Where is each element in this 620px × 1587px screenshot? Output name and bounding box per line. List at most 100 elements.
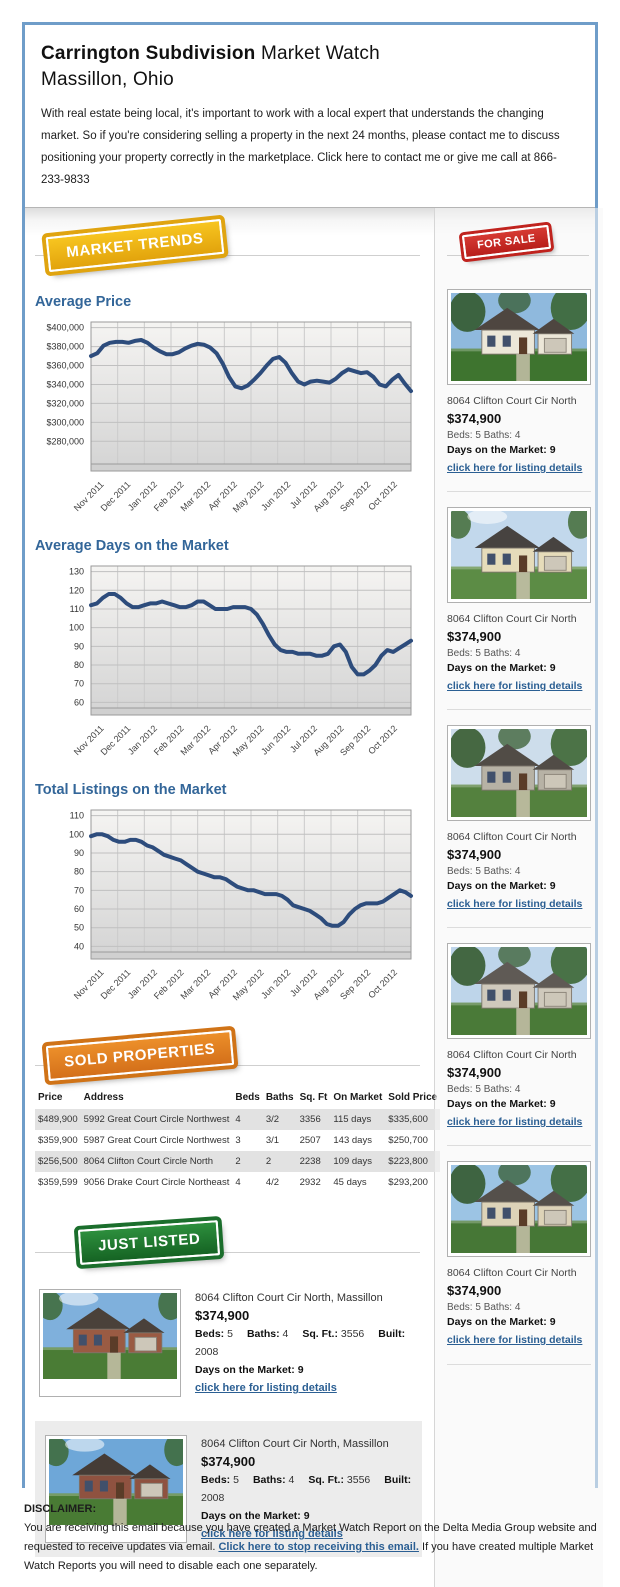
sold-properties-badge: SOLD PROPERTIES	[45, 1029, 234, 1082]
svg-text:$320,000: $320,000	[46, 398, 84, 408]
house-photo-illustration	[449, 285, 591, 381]
listing-photo[interactable]	[37, 1287, 184, 1397]
table-cell: 143 days	[333, 1135, 372, 1146]
svg-text:$280,000: $280,000	[46, 436, 84, 446]
table-cell: 2238	[299, 1156, 321, 1167]
house-photo-illustration	[445, 505, 594, 599]
listing-beds-baths: Beds: 5 Baths: 4	[447, 430, 521, 441]
svg-text:60: 60	[74, 904, 84, 914]
listing-days-on-market: Days on the Market: 9	[447, 1098, 556, 1110]
total-listings-chart: 40 50 60 70 80 90 100 110 Nov 2011 Dec 2011 Jan 20…	[35, 804, 422, 1006]
listing-address: 8064 Clifton Court Cir North	[447, 1049, 577, 1061]
svg-text:$400,000: $400,000	[46, 323, 84, 333]
just-listed-badge: JUST LISTED	[77, 1220, 221, 1265]
listing-details-link[interactable]: click here for listing details	[447, 680, 583, 692]
report-type: Market Watch	[260, 43, 380, 64]
listing-days-on-market: Days on the Market: 9	[447, 1316, 556, 1328]
table-cell: 4	[235, 1177, 241, 1188]
svg-text:Jun 2012: Jun 2012	[259, 967, 292, 1000]
table-cell: $359,900	[38, 1135, 78, 1146]
table-cell: 3	[235, 1135, 241, 1146]
svg-text:80: 80	[74, 660, 84, 670]
for-sale-listing: 8064 Clifton Court Cir North $374,900 Be…	[447, 285, 591, 476]
unsubscribe-link[interactable]: Click here to stop receiving this email.	[218, 1541, 419, 1553]
table-row: $489,900 5992 Great Court Circle Northwes…	[35, 1109, 441, 1130]
for-sale-section-head: FOR SALE	[447, 222, 591, 274]
listing-photo[interactable]	[445, 505, 594, 603]
listing-address: 8064 Clifton Court Cir North	[447, 395, 577, 407]
listing-photo[interactable]	[447, 285, 591, 385]
just-listed-card: 8064 Clifton Court Cir North, Massillon …	[37, 1287, 422, 1397]
divider	[35, 1065, 420, 1066]
listing-details-link[interactable]: click here for listing details	[447, 1334, 583, 1346]
listing-price: $374,900	[447, 847, 502, 862]
listing-address: 8064 Clifton Court Cir North	[447, 613, 577, 625]
svg-text:70: 70	[74, 885, 84, 895]
city-state: Massillon, Ohio	[41, 69, 174, 90]
table-cell: 4	[235, 1114, 241, 1125]
table-cell: 2932	[299, 1177, 321, 1188]
listing-details-link[interactable]: click here for listing details	[447, 1116, 583, 1128]
for-sale-listing: 8064 Clifton Court Cir North $374,900 Be…	[445, 491, 594, 694]
disclaimer-title: DISCLAIMER:	[24, 1503, 97, 1515]
divider	[447, 255, 589, 256]
avg-days-heading: Average Days on the Market	[35, 538, 229, 554]
table-cell: 9056 Drake Court Circle Northeast	[83, 1177, 230, 1188]
listing-photo[interactable]	[447, 939, 591, 1039]
listing-details-link[interactable]: click here for listing details	[195, 1382, 337, 1394]
table-cell: $335,600	[388, 1114, 428, 1125]
listing-beds-baths: Beds: 5 Baths: 4	[447, 1302, 521, 1313]
table-cell: $250,700	[388, 1135, 428, 1146]
table-header-row: Price Address Beds Baths Sq. Ft On Market Sold…	[35, 1086, 440, 1109]
table-cell: $489,900	[38, 1114, 78, 1125]
listing-price: $374,900	[447, 1283, 502, 1298]
svg-text:100: 100	[69, 829, 84, 839]
listing-address: 8064 Clifton Court Cir North, Massillon	[195, 1292, 383, 1304]
sold-properties-table: Price Address Beds Baths Sq. Ft On Market Sold…	[35, 1086, 441, 1193]
listing-photo[interactable]	[447, 1157, 591, 1257]
house-photo-illustration	[43, 1433, 190, 1525]
chart-svg: $280,000 $300,000 $320,000 $340,000 $360,000…	[46, 321, 413, 514]
table-cell: $223,800	[388, 1156, 428, 1167]
listing-details-link[interactable]: click here for listing details	[447, 898, 583, 910]
listing-photo[interactable]	[447, 721, 591, 821]
listing-days-on-market: Days on the Market: 9	[447, 880, 556, 892]
svg-text:110: 110	[70, 604, 84, 614]
for-sale-sidebar: FOR SALE 8064 Clifton Court Cir North $3…	[435, 208, 603, 1587]
page-title: Carrington Subdivision Market Watch Mass…	[41, 41, 577, 93]
house-photo-illustration	[449, 1157, 591, 1253]
listing-details-link[interactable]: click here for listing details	[201, 1528, 343, 1540]
table-column-header: Address	[83, 1092, 124, 1103]
svg-text:Jun 2012: Jun 2012	[259, 723, 292, 756]
svg-text:130: 130	[69, 567, 84, 577]
table-column-header: On Market	[333, 1092, 383, 1103]
for-sale-listing: 8064 Clifton Court Cir North $374,900 Be…	[447, 1145, 591, 1365]
table-cell: 115 days	[333, 1114, 372, 1125]
table-cell: 5987 Great Court Circle Northwest	[83, 1135, 230, 1146]
svg-text:$380,000: $380,000	[46, 342, 84, 352]
svg-text:Jun 2012: Jun 2012	[259, 479, 292, 512]
email-container: Carrington Subdivision Market Watch Mass…	[22, 22, 603, 1587]
avg-price-heading: Average Price	[35, 294, 132, 310]
table-cell: 2	[265, 1156, 272, 1167]
svg-text:$360,000: $360,000	[46, 361, 84, 371]
svg-text:90: 90	[74, 641, 84, 651]
listing-specs: Beds: 5 Baths: 4 Sq. Ft.: 3556 Built: 2008	[201, 1474, 412, 1504]
table-cell: 4/2	[265, 1177, 280, 1188]
listing-days-on-market: Days on the Market: 9	[447, 444, 556, 456]
intro-paragraph: With real estate being local, it's impor…	[41, 108, 560, 186]
listing-photo[interactable]	[43, 1433, 190, 1543]
table-cell: 8064 Clifton Court Circle North	[83, 1156, 213, 1167]
listing-price: $374,900	[447, 411, 502, 426]
table-column-header: Beds	[235, 1092, 260, 1103]
just-listed-list: 8064 Clifton Court Cir North, Massillon …	[35, 1287, 422, 1557]
listing-details-link[interactable]: click here for listing details	[447, 462, 583, 474]
listing-address: 8064 Clifton Court Cir North, Massillon	[201, 1438, 389, 1450]
table-cell: 2507	[299, 1135, 321, 1146]
listing-address: 8064 Clifton Court Cir North	[447, 831, 577, 843]
listing-price: $374,900	[447, 1065, 502, 1080]
for-sale-listing: 8064 Clifton Court Cir North $374,900 Be…	[447, 709, 591, 912]
divider	[35, 1252, 420, 1253]
listing-days-on-market: Days on the Market: 9	[201, 1510, 310, 1522]
